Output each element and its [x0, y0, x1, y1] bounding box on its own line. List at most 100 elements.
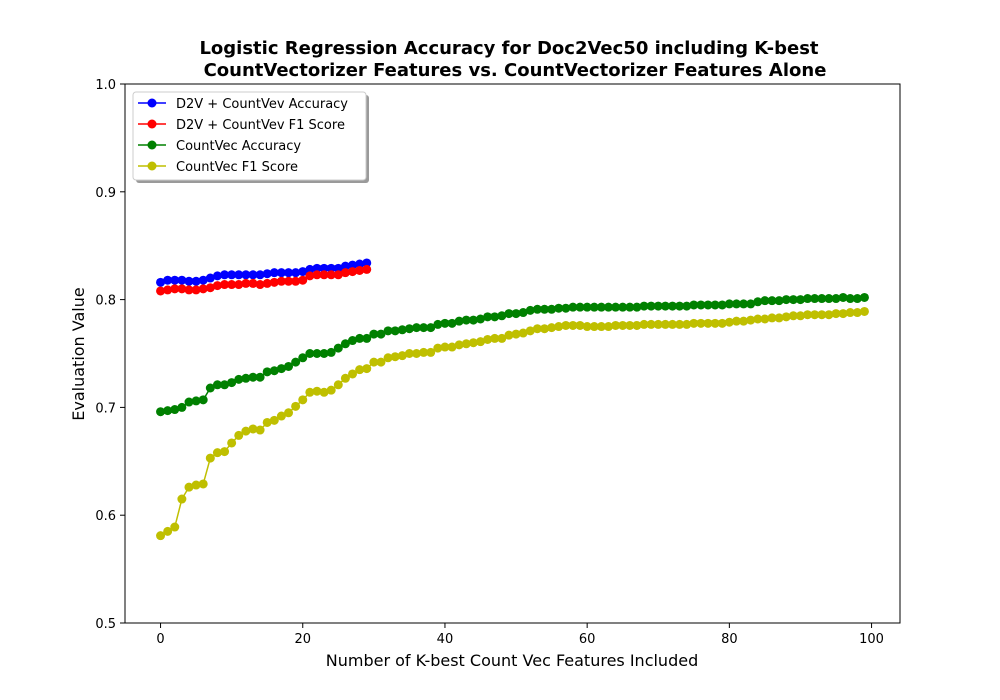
data-point — [355, 333, 365, 343]
data-point — [298, 267, 308, 277]
data-point — [831, 294, 841, 304]
data-point — [454, 316, 464, 326]
data-point — [824, 294, 834, 304]
data-point — [483, 334, 493, 344]
data-point — [682, 301, 692, 311]
series-3 — [156, 306, 869, 541]
data-point — [340, 339, 350, 349]
data-point — [212, 281, 222, 291]
data-point — [269, 277, 279, 287]
data-point — [241, 426, 251, 436]
data-point — [639, 319, 649, 329]
data-point — [305, 271, 315, 281]
data-point — [348, 267, 358, 277]
data-point — [241, 278, 251, 288]
data-point — [710, 300, 720, 310]
data-point — [383, 353, 393, 363]
data-point — [355, 259, 365, 269]
data-point — [490, 312, 500, 322]
data-point — [383, 326, 393, 336]
data-point — [760, 296, 770, 306]
data-point — [838, 309, 848, 319]
legend-swatch-marker — [147, 98, 157, 108]
data-point — [262, 417, 272, 427]
data-point — [284, 268, 294, 278]
data-point — [724, 317, 734, 327]
data-point — [262, 367, 272, 377]
data-point — [561, 320, 571, 330]
data-point — [163, 285, 173, 295]
legend-box — [132, 91, 367, 181]
data-point — [212, 380, 222, 390]
data-point — [675, 319, 685, 329]
data-point — [291, 401, 301, 411]
data-point — [198, 479, 208, 489]
data-point — [554, 322, 564, 332]
data-point — [184, 482, 194, 492]
data-point — [540, 324, 549, 334]
data-point — [461, 339, 471, 349]
data-point — [312, 263, 322, 273]
data-point — [852, 308, 862, 318]
data-point — [746, 315, 756, 325]
data-point — [333, 263, 343, 273]
data-point — [632, 302, 642, 312]
data-point — [504, 330, 514, 340]
data-point — [241, 373, 251, 383]
data-point — [781, 312, 791, 322]
data-point — [753, 297, 763, 307]
data-point — [810, 310, 820, 320]
data-point — [468, 315, 478, 325]
data-point — [746, 299, 756, 309]
x-tick-label: 20 — [294, 632, 311, 647]
data-point — [632, 320, 642, 330]
data-point — [348, 369, 358, 379]
data-point — [852, 294, 862, 304]
data-point — [611, 302, 621, 312]
legend-item: CountVec Accuracy — [138, 139, 301, 154]
data-point — [589, 302, 599, 312]
data-point — [276, 276, 286, 286]
data-point — [511, 309, 521, 319]
data-point — [220, 270, 230, 280]
data-point — [234, 374, 244, 384]
data-point — [276, 268, 286, 278]
data-point — [340, 268, 350, 278]
data-point — [156, 407, 166, 417]
data-point — [696, 318, 706, 328]
data-point — [255, 270, 265, 280]
data-point — [767, 313, 777, 323]
data-point — [234, 430, 244, 440]
data-point — [348, 336, 358, 346]
data-point — [276, 364, 286, 374]
data-point — [276, 411, 286, 421]
legend-swatch-marker — [147, 161, 157, 171]
data-point — [191, 285, 201, 295]
data-point — [284, 361, 294, 371]
data-point — [454, 340, 464, 350]
y-axis-label: Evaluation Value — [69, 287, 88, 420]
data-point — [376, 357, 386, 367]
data-point — [198, 275, 208, 285]
data-point — [461, 315, 471, 325]
data-point — [269, 366, 279, 376]
data-point — [333, 380, 343, 390]
data-point — [255, 425, 265, 435]
data-point — [362, 333, 372, 343]
data-point — [255, 372, 265, 382]
axes-frame — [124, 83, 901, 624]
y-tick-label: 1.0 — [95, 78, 116, 93]
data-point — [476, 314, 485, 324]
data-point — [198, 395, 208, 405]
data-point — [639, 301, 649, 311]
data-point — [554, 303, 564, 313]
data-point — [653, 301, 663, 311]
data-point — [497, 311, 507, 321]
x-tick-label: 100 — [859, 632, 884, 647]
data-point — [625, 320, 635, 330]
data-point — [774, 313, 784, 323]
data-point — [212, 448, 222, 458]
data-point — [540, 304, 549, 314]
data-point — [611, 320, 621, 330]
